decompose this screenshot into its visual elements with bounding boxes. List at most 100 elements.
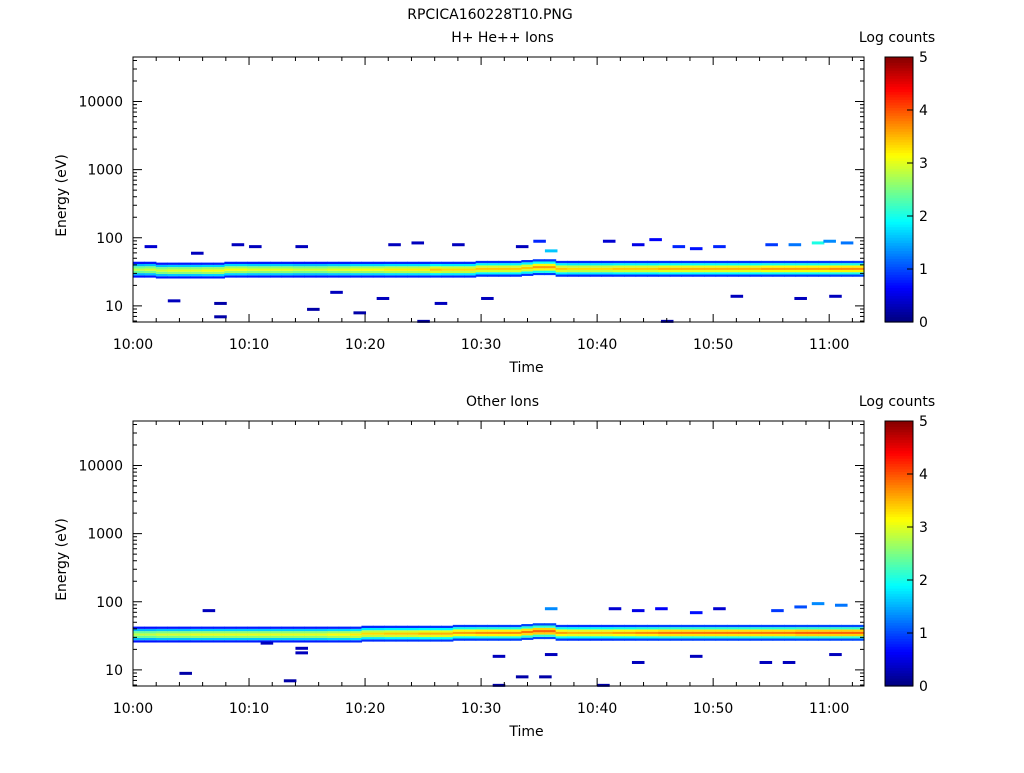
heatmap-cell bbox=[327, 626, 340, 629]
heatmap-cell bbox=[612, 633, 625, 637]
heatmap-cell bbox=[178, 271, 191, 274]
heatmap-cell bbox=[555, 272, 568, 275]
heatmap-cell bbox=[487, 269, 500, 273]
colorbar-band bbox=[885, 141, 913, 146]
heatmap-point bbox=[771, 609, 784, 613]
heatmap-cell bbox=[258, 635, 271, 638]
heatmap-cell bbox=[178, 273, 191, 277]
heatmap-cell bbox=[555, 627, 568, 630]
heatmap-point bbox=[249, 245, 262, 249]
colorbar-band bbox=[885, 442, 913, 446]
heatmap-cell bbox=[532, 261, 545, 264]
heatmap-cell bbox=[795, 638, 808, 641]
heatmap-cell bbox=[521, 269, 534, 272]
heatmap-cell bbox=[327, 266, 340, 269]
colorbar-band bbox=[885, 606, 913, 610]
heatmap-cell bbox=[452, 261, 465, 264]
colorbar-band bbox=[885, 292, 913, 297]
heatmap-cell bbox=[384, 630, 397, 633]
colorbar-band bbox=[885, 678, 913, 682]
heatmap-cell bbox=[258, 275, 271, 278]
heatmap-cell bbox=[235, 275, 248, 278]
heatmap-cell bbox=[681, 631, 694, 634]
heatmap-cell bbox=[509, 269, 522, 273]
heatmap-cell bbox=[646, 269, 659, 273]
heatmap-cell bbox=[761, 263, 774, 266]
heatmap-cell bbox=[521, 626, 534, 629]
heatmap-cell bbox=[841, 631, 854, 634]
heatmap-cell bbox=[475, 624, 488, 628]
heatmap-cell bbox=[178, 269, 191, 272]
colorbar-band bbox=[885, 667, 913, 671]
heatmap-cell bbox=[852, 265, 865, 268]
heatmap-cell bbox=[784, 272, 797, 275]
colorbar-band bbox=[885, 582, 913, 586]
heatmap-cell bbox=[235, 635, 248, 638]
heatmap-cell bbox=[270, 628, 283, 632]
heatmap-cell bbox=[292, 268, 305, 271]
heatmap-cell bbox=[624, 633, 637, 637]
heatmap-cell bbox=[818, 633, 831, 637]
heatmap-cell bbox=[521, 635, 534, 638]
heatmap-cell bbox=[567, 274, 580, 277]
heatmap-cell bbox=[224, 266, 237, 269]
heatmap-cell bbox=[338, 626, 351, 629]
heatmap-cell bbox=[761, 274, 774, 277]
heatmap-cell bbox=[452, 638, 465, 641]
heatmap-cell bbox=[726, 274, 739, 277]
heatmap-cell bbox=[475, 633, 488, 637]
colorbar-band bbox=[885, 279, 913, 283]
heatmap-cell bbox=[624, 638, 637, 641]
colorbar-band bbox=[885, 481, 913, 486]
heatmap-cell bbox=[795, 272, 808, 275]
heatmap-cell bbox=[464, 273, 477, 276]
colorbar-band bbox=[885, 290, 913, 294]
y-tick-label: 10 bbox=[105, 663, 123, 679]
heatmap-point bbox=[492, 654, 506, 658]
heatmap-cell bbox=[498, 633, 511, 637]
heatmap-cell bbox=[749, 263, 762, 266]
heatmap-point bbox=[829, 653, 842, 657]
heatmap-point bbox=[434, 301, 448, 305]
heatmap-cell bbox=[544, 272, 557, 276]
heatmap-cell bbox=[441, 275, 454, 278]
heatmap-cell bbox=[464, 631, 477, 634]
heatmap-cell bbox=[452, 624, 465, 628]
heatmap-cell bbox=[372, 634, 385, 638]
heatmap-cell bbox=[704, 267, 717, 270]
heatmap-cell bbox=[704, 629, 717, 632]
heatmap-cell bbox=[589, 269, 602, 273]
heatmap-cell bbox=[395, 630, 408, 633]
colorbar-band bbox=[885, 646, 913, 650]
heatmap-cell bbox=[658, 263, 671, 266]
colorbar-band bbox=[885, 213, 913, 217]
heatmap-cell bbox=[509, 624, 522, 628]
heatmap-cell bbox=[715, 272, 728, 275]
heatmap-cell bbox=[578, 272, 591, 275]
heatmap-cell bbox=[212, 271, 225, 274]
heatmap-cell bbox=[498, 627, 511, 630]
heatmap-cell bbox=[304, 640, 317, 643]
heatmap-cell bbox=[772, 624, 785, 628]
heatmap-cell bbox=[555, 274, 568, 277]
heatmap-cell bbox=[201, 273, 214, 277]
heatmap-cell bbox=[841, 260, 854, 264]
heatmap-cell bbox=[544, 636, 557, 640]
colorbar-band bbox=[885, 234, 913, 238]
heatmap-cell bbox=[567, 267, 580, 270]
heatmap-cell bbox=[429, 266, 442, 269]
colorbar-band bbox=[885, 527, 913, 531]
colorbar-band bbox=[885, 471, 913, 475]
heatmap-cell bbox=[669, 274, 682, 277]
heatmap-cell bbox=[384, 273, 397, 276]
x-tick-label: 10:00 bbox=[113, 337, 153, 353]
heatmap-cell bbox=[155, 631, 168, 634]
heatmap-cell bbox=[361, 275, 374, 278]
heatmap-cell bbox=[852, 633, 865, 637]
heatmap-cell bbox=[681, 624, 694, 628]
heatmap-cell bbox=[384, 266, 397, 269]
heatmap-cell bbox=[201, 635, 214, 638]
heatmap-cell bbox=[350, 275, 363, 278]
heatmap-cell bbox=[555, 269, 568, 273]
